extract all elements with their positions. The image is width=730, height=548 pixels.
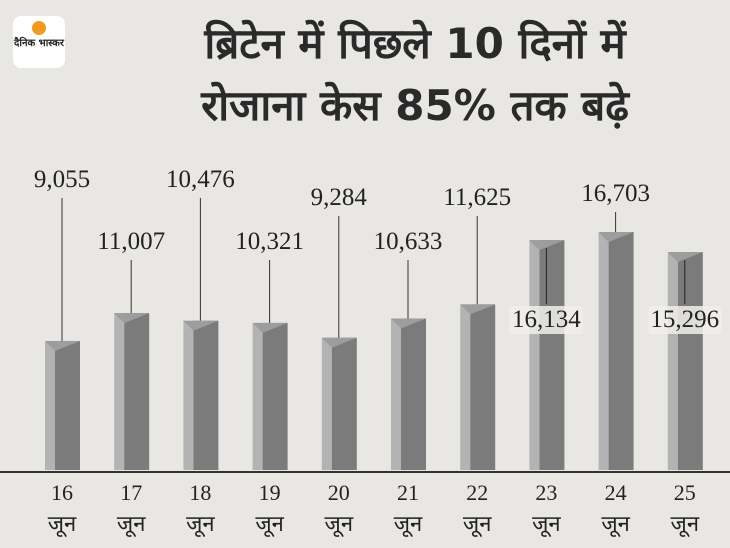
- value-label: 9,055: [33, 166, 91, 193]
- x-tick-label: 24 जून: [601, 480, 630, 536]
- logo-sun: [32, 21, 46, 35]
- bar: [608, 232, 634, 470]
- x-tick-label: 17 जून: [116, 480, 146, 536]
- bar-side: [529, 240, 540, 470]
- bar-side: [321, 337, 332, 470]
- x-tick-label: 20 जून: [324, 480, 354, 536]
- bar-cap: [321, 337, 357, 348]
- bar: [193, 320, 219, 470]
- logo-text: दैनिक भास्कर: [14, 38, 64, 49]
- value-label: 11,625: [443, 184, 512, 211]
- bar-side: [183, 320, 194, 470]
- bar-cap: [391, 318, 426, 329]
- value-label: 9,284: [310, 184, 367, 211]
- bar-cap: [45, 340, 80, 351]
- value-label: 16,703: [581, 180, 650, 207]
- x-tick-label: 22 जून: [462, 480, 492, 536]
- bar-side: [598, 232, 609, 470]
- logo: दैनिक भास्कर: [13, 16, 65, 68]
- value-label: 15,296: [648, 306, 722, 334]
- value-label: 10,633: [373, 228, 443, 255]
- bar-side: [252, 322, 263, 470]
- value-label: 11,007: [97, 228, 166, 255]
- bar: [331, 337, 357, 470]
- x-tick-label: 23 जून: [532, 480, 561, 536]
- value-label: 10,321: [235, 228, 304, 255]
- chart-title: ब्रिटेन में पिछले 10 दिनों में: [204, 19, 626, 68]
- bar: [401, 318, 426, 470]
- bar-cap: [114, 313, 150, 324]
- bar: [677, 252, 703, 470]
- bar-side: [391, 318, 401, 470]
- x-tick-label: 16 जून: [47, 480, 77, 536]
- x-tick-label: 21 जून: [393, 480, 423, 536]
- bar: [539, 240, 565, 470]
- x-tick-label: 18 जून: [186, 480, 215, 536]
- bar-cap: [460, 304, 496, 315]
- bar-side: [45, 340, 55, 470]
- bar-cap: [667, 252, 703, 263]
- bar-cap: [598, 232, 634, 242]
- bar-side: [114, 313, 125, 470]
- bar-side: [667, 252, 678, 470]
- value-label: 16,134: [510, 306, 583, 334]
- bar-cap: [252, 322, 288, 333]
- x-tick-label: 25 जून: [670, 480, 700, 536]
- bar-side: [460, 304, 471, 470]
- bar: [124, 313, 150, 470]
- bar: [262, 322, 288, 470]
- value-label: 10,476: [166, 166, 235, 193]
- bar-cap: [183, 320, 219, 331]
- bar-cap: [529, 240, 565, 251]
- bar: [55, 340, 80, 470]
- x-tick-label: 19 जून: [255, 480, 284, 536]
- chart-title: रोजाना केस 85% तक बढ़े: [201, 81, 629, 130]
- bar: [470, 304, 496, 470]
